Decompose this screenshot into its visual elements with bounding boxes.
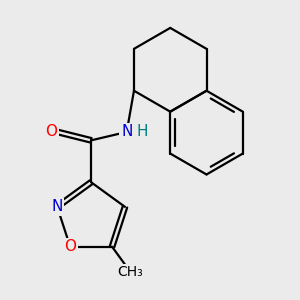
Text: O: O — [64, 239, 76, 254]
Text: N: N — [121, 124, 132, 140]
Text: H: H — [137, 124, 148, 140]
Text: CH₃: CH₃ — [118, 265, 143, 279]
Text: O: O — [45, 124, 57, 140]
Text: N: N — [52, 199, 63, 214]
